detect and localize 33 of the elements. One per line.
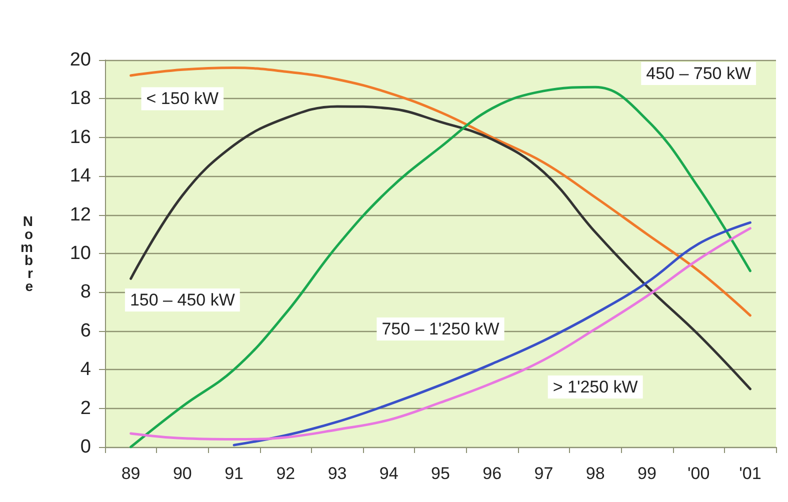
- line-series: [130, 86, 752, 448]
- y-tick-label: 12: [70, 204, 91, 226]
- x-tick-label: 89: [121, 464, 140, 483]
- x-tick-label: 99: [638, 464, 656, 483]
- y-tick-label: 16: [70, 126, 91, 148]
- x-tick-label: 97: [534, 464, 554, 483]
- y-tick-label: 8: [80, 282, 91, 303]
- x-tick-label: 98: [586, 464, 605, 483]
- series-label: 150 – 450 kW: [130, 290, 235, 310]
- series-label: < 150 kW: [146, 89, 219, 108]
- series-label: > 1'250 kW: [552, 378, 638, 397]
- x-tick-label: 93: [328, 464, 347, 483]
- y-tick-label: 0: [80, 436, 91, 458]
- line-series: [130, 66, 752, 317]
- y-tick-label: 10: [70, 243, 91, 264]
- y-tick-label: 2: [80, 398, 91, 419]
- x-tick-label: 90: [172, 464, 192, 483]
- y-tick-label: 14: [70, 166, 92, 187]
- y-tick-label: 18: [70, 88, 91, 110]
- y-axis-title: Nombre: [20, 213, 34, 294]
- x-tick-label: 92: [276, 464, 296, 483]
- x-tick-label: 95: [431, 464, 450, 483]
- series-label: 750 – 1'250 kW: [382, 319, 500, 338]
- series-label: 450 – 750 kW: [646, 64, 752, 84]
- line-series: [130, 227, 752, 441]
- y-tick-label: 4: [80, 359, 92, 380]
- x-tick-label: 94: [379, 464, 398, 483]
- x-tick-label: 96: [482, 464, 502, 483]
- x-tick-label: 91: [224, 464, 244, 483]
- y-tick-label: 6: [80, 320, 91, 342]
- x-tick-label: '01: [739, 464, 762, 483]
- y-tick-label: 20: [70, 50, 91, 70]
- x-tick-label: '00: [688, 464, 710, 483]
